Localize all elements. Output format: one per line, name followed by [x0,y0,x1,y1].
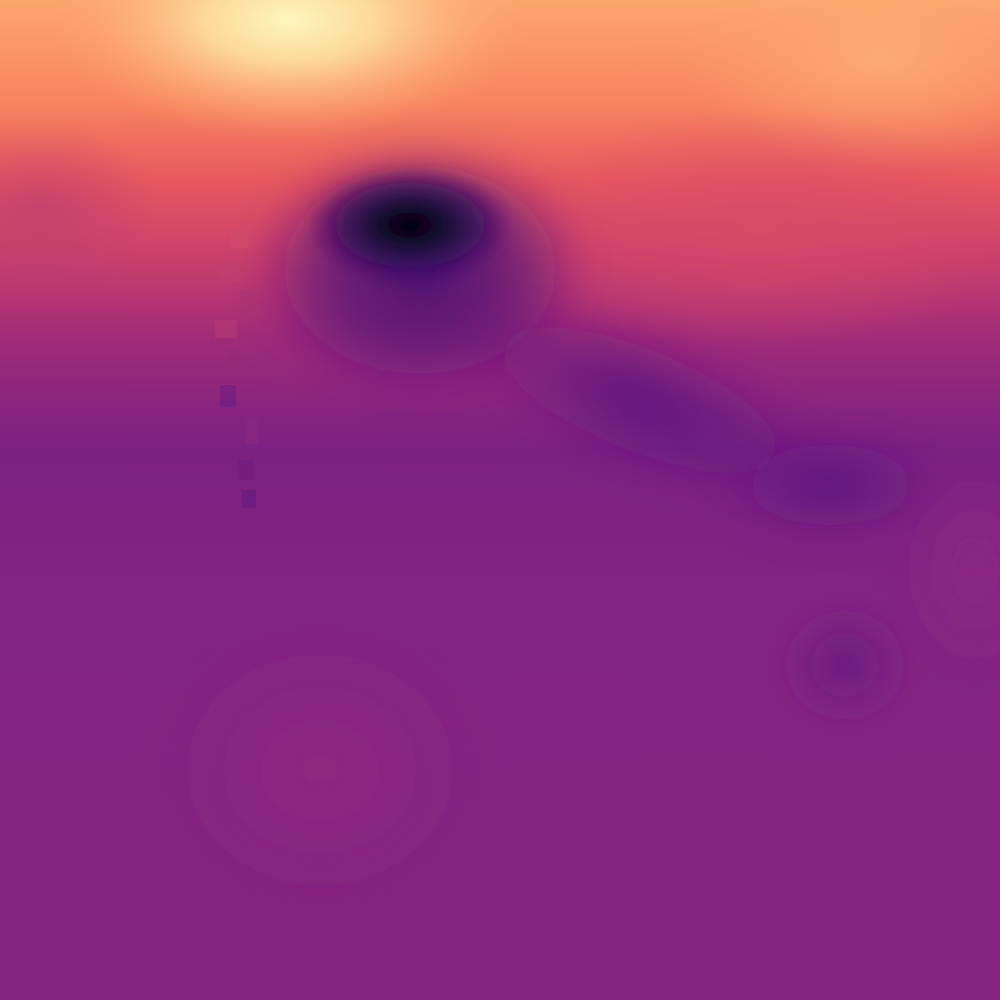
dark-band-end [720,430,940,540]
purple-blob-lower-right [775,600,915,730]
black-core [305,165,515,285]
magenta-patch [170,640,470,900]
